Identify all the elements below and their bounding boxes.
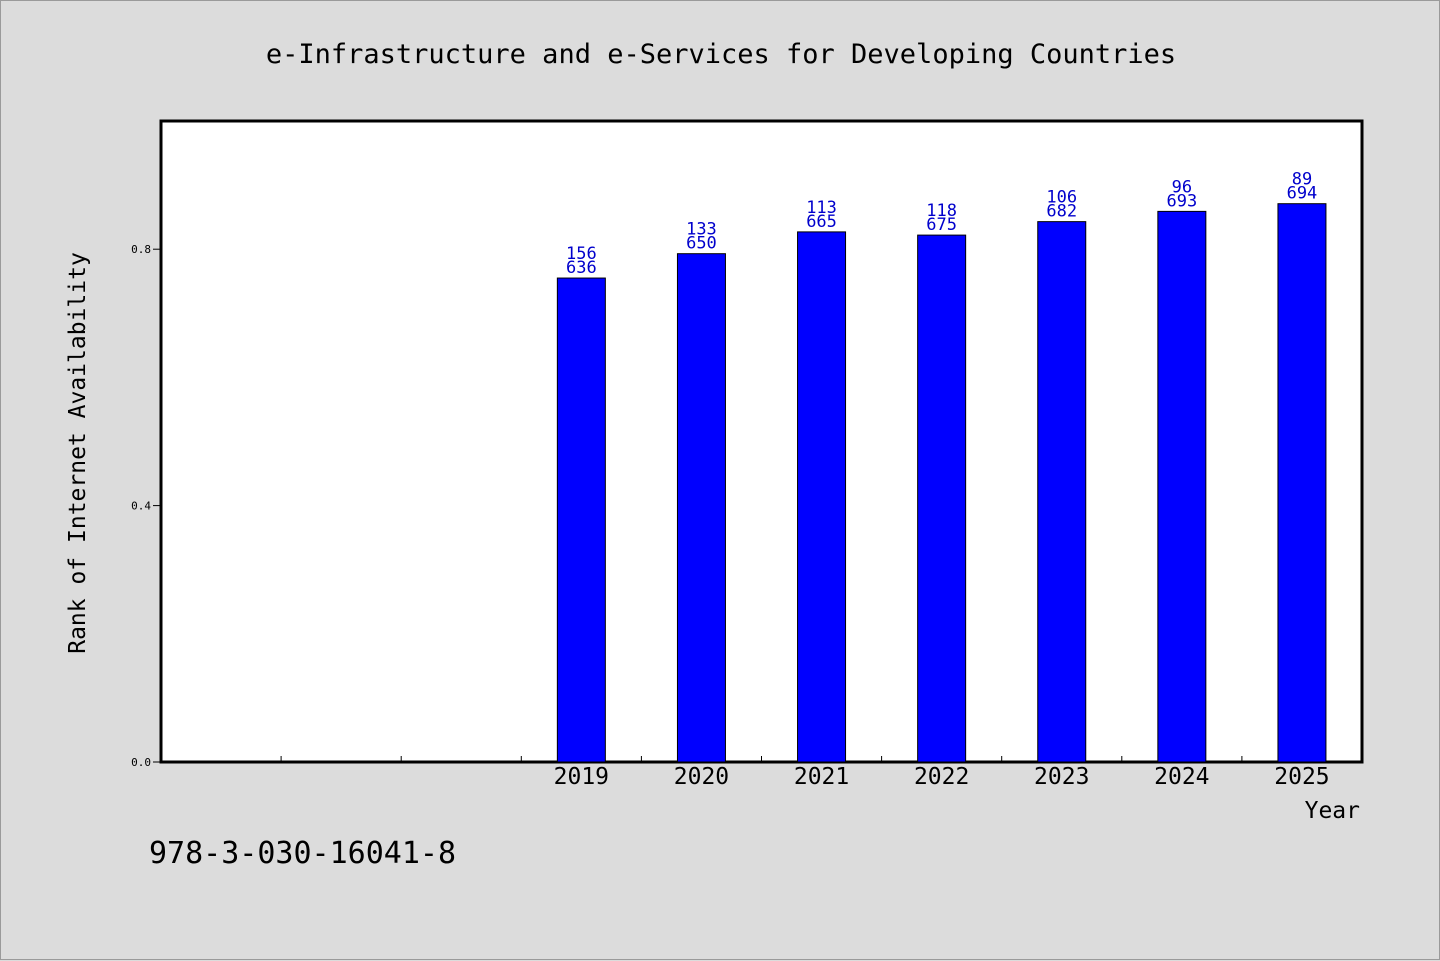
- x-tick-label: 2019: [554, 764, 609, 790]
- bar-label-bottom: 675: [926, 215, 957, 235]
- bar-label-bottom: 650: [686, 234, 717, 254]
- bar-label-bottom: 694: [1287, 184, 1318, 204]
- bar: [676, 253, 726, 763]
- bar: [1277, 203, 1327, 763]
- x-tick-label: 2024: [1154, 764, 1209, 790]
- x-axis-label: Year: [1305, 798, 1360, 824]
- x-axis-ticks: 2019 2020 2021 2022 2023 2024 2025: [280, 756, 1330, 790]
- bar-label-bottom: 682: [1046, 202, 1077, 222]
- bar: [1037, 221, 1087, 763]
- bar-label-bottom: 636: [566, 258, 597, 278]
- x-tick-label: 2023: [1034, 764, 1089, 790]
- bar-label-top: 156: [566, 244, 597, 264]
- y-tick-label: 0.4: [131, 500, 151, 513]
- bar: [797, 231, 847, 763]
- x-tick-label: 2022: [914, 764, 969, 790]
- x-tick-label: 2025: [1274, 764, 1329, 790]
- y-tick-label: 0.0: [131, 756, 151, 769]
- bar-label-top: 96: [1172, 177, 1192, 197]
- bar-label-top: 113: [806, 198, 837, 218]
- bar: [1157, 210, 1207, 763]
- x-tick-label: 2020: [674, 764, 729, 790]
- bar-label-top: 89: [1292, 170, 1312, 190]
- bar-label-bottom: 693: [1166, 191, 1197, 211]
- bar-label-bottom: 665: [806, 212, 837, 232]
- isbn-text: 978-3-030-16041-8: [149, 836, 456, 871]
- y-axis-label: Rank of Internet Availability: [65, 252, 91, 654]
- bar-label-top: 133: [686, 220, 717, 240]
- bar: [917, 234, 967, 763]
- bars-group: [556, 203, 1327, 763]
- y-tick-label: 0.8: [131, 243, 151, 256]
- chart-title: e-Infrastructure and e-Services for Deve…: [266, 39, 1176, 70]
- bar-label-top: 106: [1046, 188, 1077, 208]
- bar-label-top: 118: [926, 201, 957, 221]
- y-axis-ticks: 0.0 0.4 0.8: [131, 243, 161, 769]
- x-tick-label: 2021: [794, 764, 849, 790]
- bar: [556, 277, 606, 763]
